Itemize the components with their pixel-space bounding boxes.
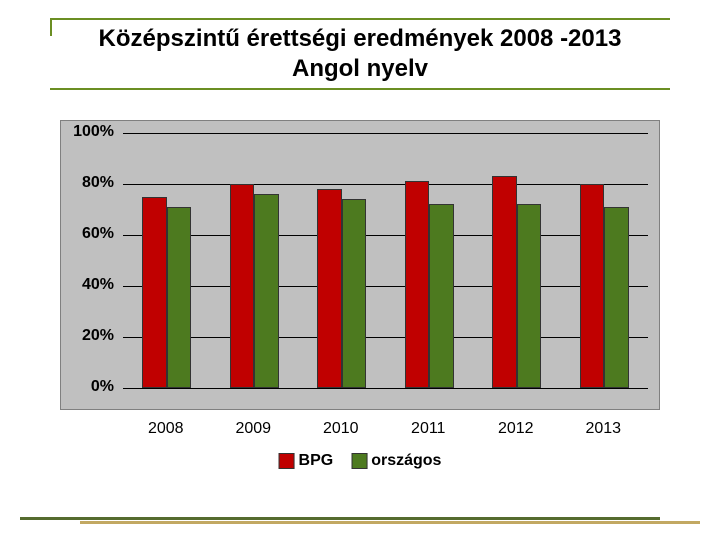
slide: Középszintű érettségi eredmények 2008 -2… <box>0 0 720 540</box>
bar-országos-2008 <box>167 207 192 388</box>
chart-region: 0%20%40%60%80%100% 200820092010201120122… <box>60 120 660 410</box>
bar-BPG-2013 <box>580 184 605 388</box>
bar-BPG-2012 <box>492 176 517 388</box>
grid-line <box>123 286 648 287</box>
title-left-tick <box>50 18 52 36</box>
bottom-rule-tan <box>80 521 700 524</box>
x-tick-label: 2009 <box>235 420 271 438</box>
grid-line <box>123 235 648 236</box>
bar-országos-2011 <box>429 204 454 388</box>
grid-line <box>123 133 648 134</box>
x-tick-label: 2011 <box>411 420 445 438</box>
title-line-2: Angol nyelv <box>292 55 428 82</box>
plot-area <box>123 133 648 388</box>
legend-swatch <box>351 453 367 469</box>
y-tick-label: 40% <box>60 276 114 294</box>
y-tick-label: 100% <box>60 123 114 141</box>
legend-label: BPG <box>299 452 334 470</box>
y-tick-label: 20% <box>60 327 114 345</box>
bar-BPG-2008 <box>142 197 167 388</box>
bar-BPG-2010 <box>317 189 342 388</box>
bar-BPG-2011 <box>405 181 430 388</box>
legend-item-BPG: BPG <box>279 452 334 470</box>
legend-label: országos <box>371 452 441 470</box>
x-tick-label: 2013 <box>585 420 621 438</box>
grid-line <box>123 388 648 389</box>
bar-országos-2010 <box>342 199 367 388</box>
title-block: Középszintű érettségi eredmények 2008 -2… <box>50 18 670 90</box>
bar-BPG-2009 <box>230 184 255 388</box>
x-tick-label: 2010 <box>323 420 359 438</box>
bar-országos-2012 <box>517 204 542 388</box>
y-tick-label: 60% <box>60 225 114 243</box>
y-tick-label: 80% <box>60 174 114 192</box>
page-title: Középszintű érettségi eredmények 2008 -2… <box>50 20 670 88</box>
x-tick-label: 2012 <box>498 420 534 438</box>
title-bottom-rule <box>50 88 670 90</box>
legend: BPG országos <box>279 452 442 470</box>
bottom-rule-green <box>20 517 660 520</box>
bar-országos-2013 <box>604 207 629 388</box>
grid-line <box>123 337 648 338</box>
grid-line <box>123 184 648 185</box>
title-line-1: Középszintű érettségi eredmények 2008 -2… <box>99 25 622 52</box>
y-tick-label: 0% <box>60 378 114 396</box>
legend-swatch <box>279 453 295 469</box>
x-tick-label: 2008 <box>148 420 184 438</box>
bar-országos-2009 <box>254 194 279 388</box>
chart-box <box>60 120 660 410</box>
legend-item-országos: országos <box>351 452 441 470</box>
